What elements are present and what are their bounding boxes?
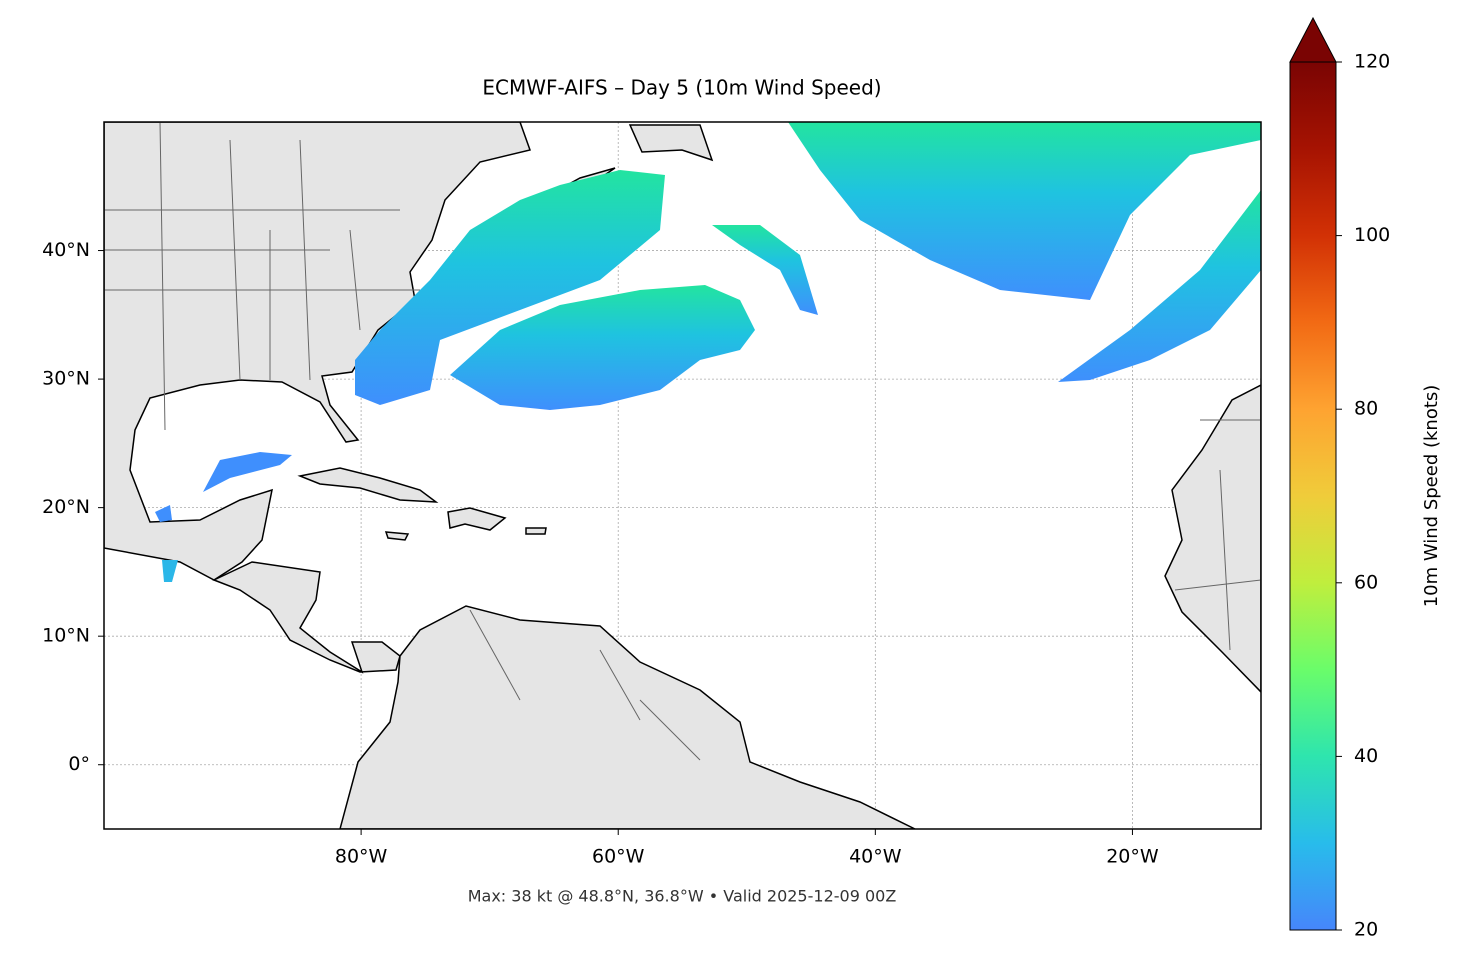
colorbar-extend (1289, 16, 1337, 63)
north-america (104, 122, 531, 581)
newfoundland (628, 124, 714, 162)
footer-note: Max: 38 kt @ 48.8°N, 36.8°W • Valid 2025… (468, 887, 897, 906)
wind-swath (355, 170, 665, 405)
wind-swath (155, 505, 172, 522)
colorbar-tick-label: 80 (1354, 398, 1378, 420)
map-axes: 80°W 60°W 40°W 20°W 0° 10°N 20°N 30°N 40°N 20 40 60… (42, 51, 1390, 941)
map-title: ECMWF-AIFS – Day 5 (10m Wind Speed) (482, 76, 881, 100)
map-frame (103, 121, 1262, 830)
wind-swath (203, 452, 292, 492)
x-tick-label: 40°W (849, 846, 902, 868)
state-borders (104, 122, 1261, 761)
colorbar-tick-label: 40 (1354, 745, 1378, 767)
colorbar (1289, 61, 1337, 931)
wind-swath (712, 225, 818, 315)
y-tick-label: 10°N (42, 625, 90, 647)
colorbar-label: 10m Wind Speed (knots) (1421, 385, 1442, 608)
jamaica (384, 531, 410, 541)
puerto-rico (525, 527, 547, 535)
cuba (297, 467, 439, 503)
colorbar-tick-label: 120 (1354, 51, 1390, 73)
map-area (104, 122, 1261, 829)
hispaniola (447, 507, 507, 531)
colorbar-tick-label: 20 (1354, 919, 1378, 941)
y-tick-label: 20°N (42, 496, 90, 518)
wind-swath (1058, 190, 1261, 382)
south-america (339, 605, 916, 829)
colorbar-tick-label: 60 (1354, 571, 1378, 593)
x-tick-label: 20°W (1106, 846, 1159, 868)
central-america (212, 561, 401, 674)
x-tick-label: 60°W (592, 846, 645, 868)
y-tick-label: 30°N (42, 368, 90, 390)
x-tick-label: 80°W (335, 846, 388, 868)
y-tick-label: 0° (68, 753, 90, 775)
wind-swath (162, 560, 178, 582)
y-tick-label: 40°N (42, 239, 90, 261)
wind-swath (450, 285, 755, 410)
colorbar-tick-label: 100 (1354, 224, 1390, 246)
wind-swath (788, 122, 1261, 300)
africa (1164, 384, 1261, 694)
